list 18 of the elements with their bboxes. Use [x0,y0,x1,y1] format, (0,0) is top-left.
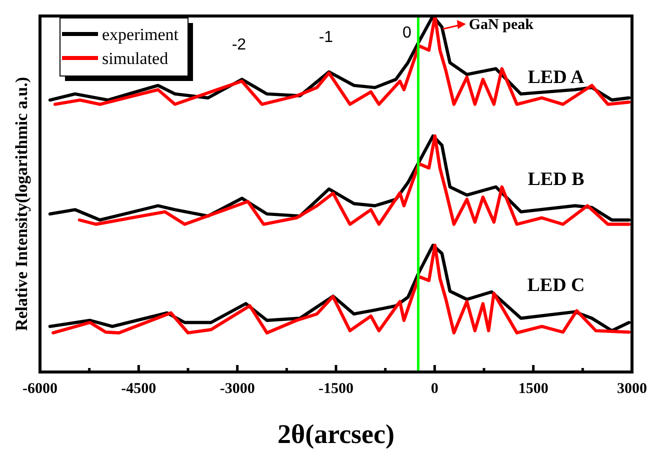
y-axis-title: Relative Intensity(logarithmic a.u.) [12,76,31,332]
x-tick-label: 1500 [518,381,548,397]
annotation: -1 [318,28,334,46]
legend-label: experiment [102,25,179,44]
annotation: LED A [528,67,585,88]
legend-label: simulated [102,49,169,68]
x-tick-label: -1500 [318,381,354,397]
x-tick-label: 0 [430,381,438,397]
x-tick-label: 3000 [617,381,647,397]
x-tick-label: -6000 [22,381,58,397]
annotation: -2 [232,36,246,54]
annotation: LED B [528,169,585,190]
x-tick-label: -4500 [121,381,156,397]
annotation: GaN peak [468,17,534,34]
x-tick-label: -3000 [220,381,255,397]
annotation: LED C [527,275,585,296]
x-axis-title: 2θ(arcsec) [277,419,395,449]
annotation: 0 [402,24,412,42]
